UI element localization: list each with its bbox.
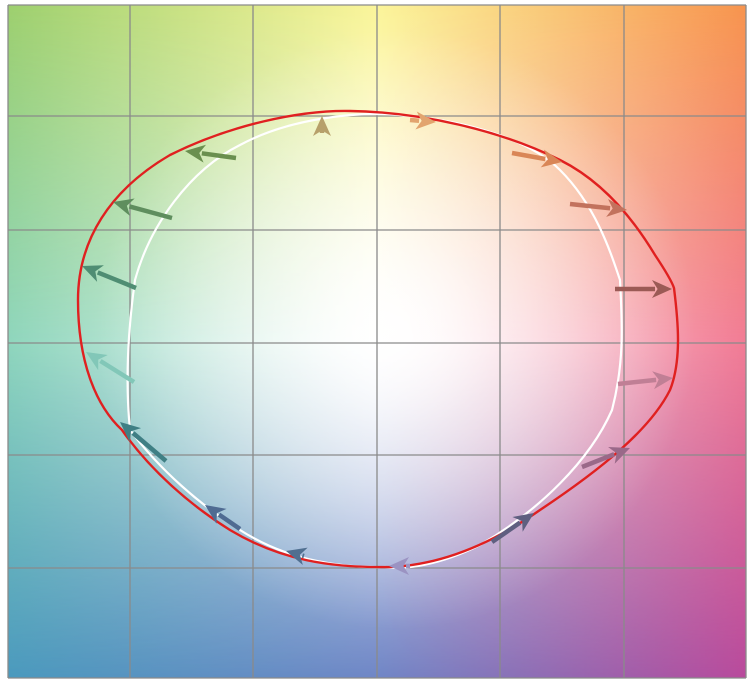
flow-arrow bbox=[286, 547, 308, 566]
flow-arrow bbox=[617, 371, 673, 390]
flow-arrow bbox=[205, 505, 242, 531]
flow-arrows bbox=[82, 111, 673, 575]
flow-arrow bbox=[82, 265, 137, 291]
flow-arrow bbox=[120, 422, 168, 463]
flow-arrow bbox=[113, 198, 173, 221]
flow-arrow bbox=[581, 446, 630, 470]
flow-arrow bbox=[185, 144, 237, 163]
flow-arrow bbox=[569, 198, 627, 217]
outer-contour-red bbox=[76, 109, 680, 569]
flow-arrow bbox=[490, 513, 534, 544]
flow-arrow bbox=[313, 116, 331, 136]
flow-arrow bbox=[511, 149, 562, 168]
flow-arrow bbox=[409, 111, 436, 130]
flow-arrow bbox=[389, 557, 410, 575]
flow-arrow bbox=[615, 280, 672, 298]
flow-arrow bbox=[86, 352, 136, 384]
